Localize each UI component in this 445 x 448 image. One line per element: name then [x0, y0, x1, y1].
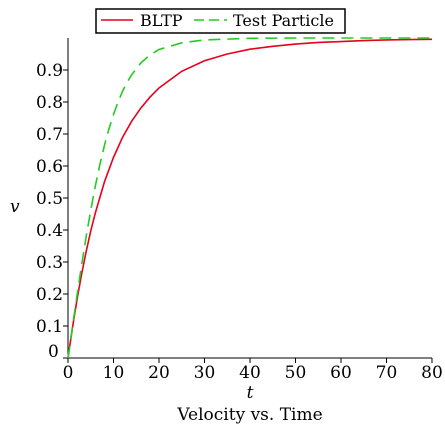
x-tick-label: 0: [63, 363, 74, 383]
y-tick-label: 0.1: [36, 317, 63, 337]
x-tick-label: 20: [148, 363, 170, 383]
x-tick-label: 70: [376, 363, 398, 383]
legend-label-bltp: BLTP: [140, 11, 183, 30]
x-tick-label: 80: [421, 363, 443, 383]
x-tick-label: 30: [194, 363, 216, 383]
series-line-bltp: [67, 38, 433, 359]
x-tick-label: 60: [330, 363, 352, 383]
legend-label-test-particle: Test Particle: [233, 11, 334, 30]
y-tick-label: 0.5: [36, 189, 63, 209]
y-tick-label: 0.9: [36, 61, 63, 81]
x-ticks: 0 10 20 30 40 50 60 70 80: [63, 358, 443, 383]
x-tick-label: 50: [285, 363, 307, 383]
x-tick-label: 10: [103, 363, 125, 383]
series-layer: [67, 37, 433, 359]
y-tick-label: 0.4: [36, 221, 63, 241]
y-tick-label: 0: [48, 342, 59, 362]
axes: [67, 38, 432, 359]
legend: BLTP Test Particle: [95, 8, 346, 34]
chart-title: Velocity vs. Time: [176, 405, 322, 425]
y-tick-label: 0.6: [36, 157, 63, 177]
y-tick-label: 0.8: [36, 93, 63, 113]
y-tick-label: 0.2: [36, 285, 63, 305]
y-tick-label: 0.3: [36, 253, 63, 273]
y-axis-label: v: [10, 197, 20, 217]
series-line-test-particle: [67, 37, 432, 359]
y-tick-label: 0.7: [36, 125, 63, 145]
y-ticks: 0 0.1 0.2 0.3 0.4 0.5 0.6 0.7 0.8 0.9: [36, 61, 68, 362]
legend-box: [95, 8, 346, 34]
x-tick-label: 40: [239, 363, 261, 383]
x-axis-label: t: [247, 383, 254, 403]
